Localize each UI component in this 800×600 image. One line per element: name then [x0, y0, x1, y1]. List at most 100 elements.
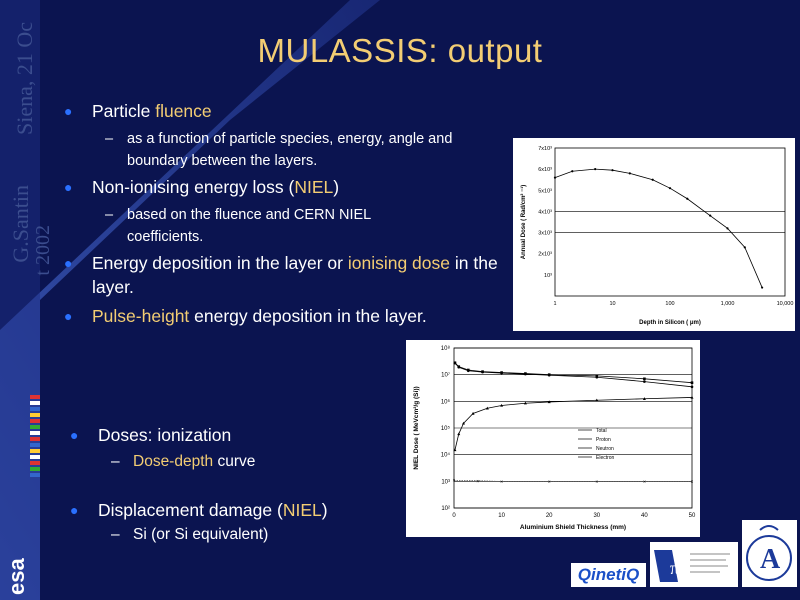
data-point: [457, 432, 461, 436]
data-point: [462, 421, 466, 425]
data-point: [524, 372, 527, 376]
bullet-niel: ● Non-ionising energy loss (NIEL): [64, 177, 340, 197]
y-axis-label: Annual Dose ( Rad/cm² ⁻¹): [520, 185, 527, 260]
legend-entry: Electron: [596, 455, 615, 461]
data-point: [595, 374, 599, 378]
data-point: [500, 371, 503, 375]
series-line-total: [454, 362, 693, 384]
sidebar-author: G.Santin: [8, 185, 33, 263]
y-tick-label: 4x10³: [538, 209, 552, 215]
y-tick-label: 10⁸: [441, 345, 451, 352]
x-tick-label: 10,000: [777, 301, 794, 307]
x-axis-label: Depth in Silicon ( μm): [639, 320, 701, 326]
data-point: [761, 286, 764, 289]
data-point: [453, 448, 457, 452]
data-point: [500, 403, 504, 407]
data-point: [453, 361, 457, 365]
sub-niel: – based on the fluence and CERN NIEL coef…: [105, 207, 371, 245]
data-point: [709, 214, 712, 217]
y-tick-label: 6x10³: [538, 167, 552, 173]
y-tick-label: 10²: [441, 506, 450, 512]
data-point: [485, 406, 489, 410]
academy-logo: A: [742, 520, 797, 587]
y-tick-label: 3x10³: [538, 231, 552, 237]
data-point: [594, 168, 597, 171]
data-point: [611, 169, 614, 172]
niel-dose-chart-panel: 10² 10³ 10⁴ 10⁵ 10⁶ 10⁷ 10⁸ 0 10 20 30 40 50 × × × × × × × T…: [406, 340, 700, 537]
y-tick-label: 10⁵: [441, 425, 451, 432]
series-line: [554, 168, 763, 288]
x-axis-label: Aluminium Shield Thickness (mm): [520, 524, 626, 531]
y-axis-label: NIEL Dose ( MeVcm²/g (Si)): [413, 386, 420, 469]
y-tick-label: 10⁶: [441, 398, 451, 405]
data-point: [690, 385, 694, 389]
series-line-proton: [454, 362, 693, 388]
data-point: ×: [643, 479, 646, 485]
x-tick-label: 100: [665, 301, 674, 307]
member-flags: [30, 395, 40, 505]
data-point: [726, 227, 729, 230]
sub-dose-depth: – Dose-depth curve: [111, 453, 256, 470]
data-point: ×: [548, 479, 551, 485]
data-point: [595, 398, 599, 402]
data-point: [466, 369, 470, 373]
plot-frame: [554, 147, 786, 297]
academy-logo-letter: A: [760, 544, 781, 575]
y-tick-label: 10³: [441, 479, 450, 485]
slide-title: MULASSIS: output: [257, 32, 543, 69]
x-tick-label: 1: [553, 301, 556, 307]
bullet-doses: ● Doses: ionization: [70, 425, 232, 445]
x-tick-label: 50: [689, 513, 696, 519]
data-point: [686, 197, 689, 200]
data-point: [628, 172, 631, 175]
bullet-pulse-height: ● Pulse-height energy deposition in the l…: [64, 306, 427, 326]
data-point: [690, 381, 694, 384]
qinetiq-logo: QinetiQ: [571, 563, 646, 587]
data-point: ×: [691, 479, 694, 485]
data-point: [523, 401, 527, 405]
dose-depth-chart-panel: 10³ 2x10³ 3x10³ 4x10³ 5x10³ 6x10³ 7x10³ 1 10 100 1…: [513, 138, 795, 331]
data-point: [571, 170, 574, 173]
bullet-fluence: ● Particle fluence: [64, 101, 212, 121]
y-tick-label: 2x10³: [538, 252, 552, 258]
bullet-displacement: ● Displacement damage (NIEL): [70, 500, 328, 520]
data-point: [471, 411, 475, 415]
x-tick-label: 0: [452, 513, 456, 519]
series-line-neutron: [454, 397, 693, 451]
data-point: [547, 373, 551, 377]
legend-entry: Neutron: [596, 446, 614, 452]
y-tick-label: 10⁴: [441, 452, 451, 459]
data-point: [457, 365, 461, 369]
y-tick-label: 10³: [544, 273, 552, 279]
data-point: ×: [476, 479, 479, 485]
esa-logo: esa: [4, 558, 29, 595]
data-point: [668, 187, 672, 190]
y-tick-label: 10⁷: [441, 372, 450, 379]
institute-logo: π: [650, 542, 738, 587]
x-tick-label: 10: [609, 301, 615, 307]
data-point: [743, 246, 746, 249]
dose-depth-chart: 10³ 2x10³ 3x10³ 4x10³ 5x10³ 6x10³ 7x10³ 1 10 100 1…: [520, 146, 794, 326]
data-point: [651, 178, 654, 181]
sidebar-year: t 2002: [32, 225, 54, 276]
data-point: [690, 395, 694, 399]
data-point: [643, 377, 646, 381]
series-line-electron: [453, 479, 692, 482]
x-tick-label: 30: [593, 513, 600, 519]
data-point: [547, 400, 551, 404]
data-point: ×: [500, 479, 503, 485]
data-point: ×: [595, 479, 598, 485]
x-tick-label: 20: [546, 513, 553, 519]
legend-entry: Proton: [596, 437, 611, 443]
data-point: [642, 397, 646, 400]
data-point: [481, 370, 484, 374]
data-point: ×: [453, 478, 456, 484]
institute-logo-symbol: π: [670, 558, 679, 578]
y-tick-label: 5x10³: [538, 188, 552, 194]
data-point: [643, 380, 646, 383]
data-point: [595, 375, 599, 379]
x-tick-label: 1,000: [721, 301, 735, 307]
x-tick-label: 10: [498, 513, 505, 519]
bullet-ionising-dose: ● Energy deposition in the layer or ionis…: [64, 253, 498, 297]
